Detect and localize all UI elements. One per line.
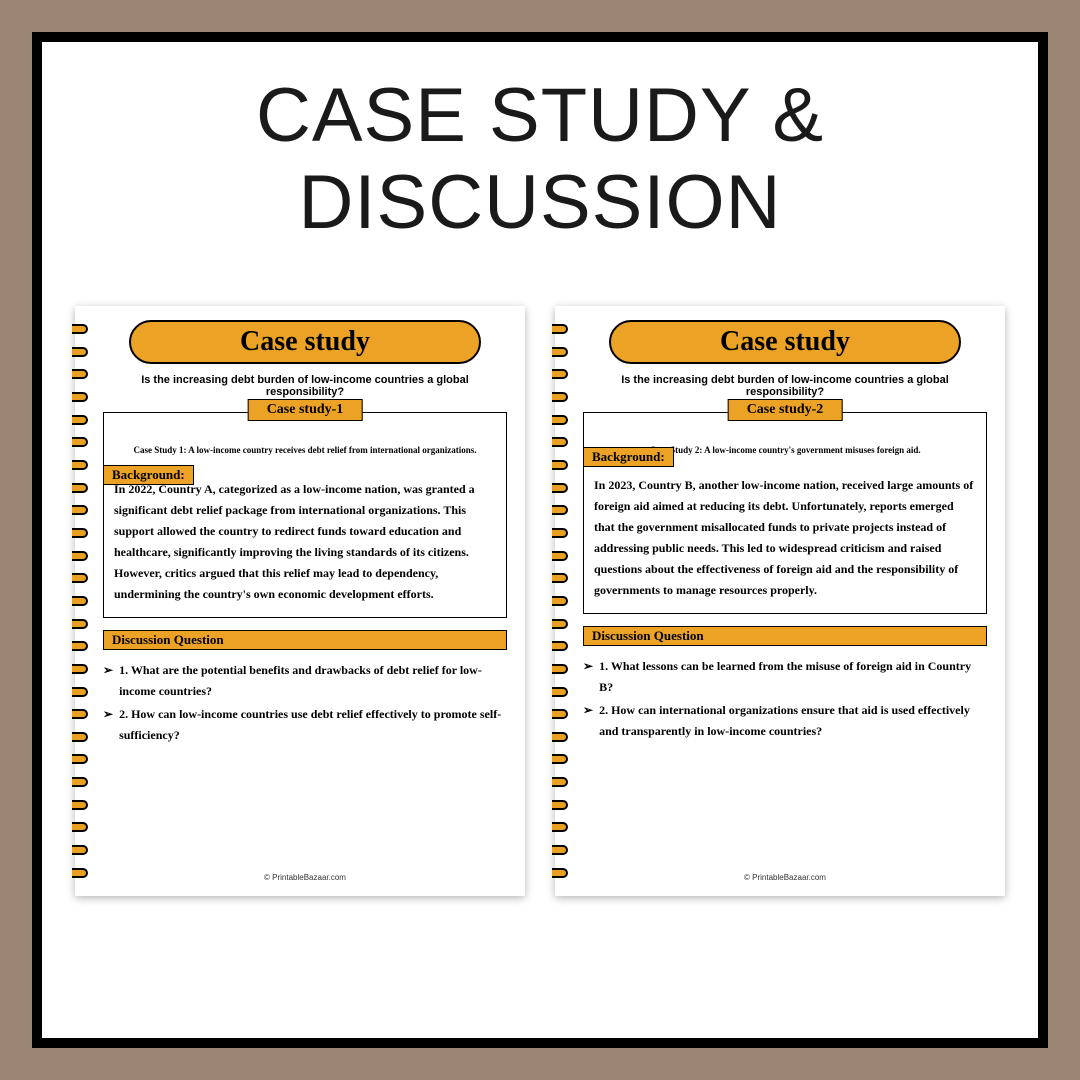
- background-label: Background:: [103, 465, 194, 485]
- banner-title: Case study: [131, 326, 479, 358]
- banner-title: Case study: [611, 326, 959, 358]
- main-title: Case study & Discussion: [72, 72, 1008, 246]
- discussion-question: ➢ 2. How can international organizations…: [583, 700, 987, 742]
- discussion-question: ➢ 1. What lessons can be learned from th…: [583, 656, 987, 698]
- case-number-tab: Case study-2: [728, 399, 843, 421]
- worksheet-page-2: Case study Is the increasing debt burden…: [555, 306, 1005, 896]
- page-subtitle: Is the increasing debt burden of low-inc…: [103, 374, 507, 398]
- bullet-arrow-icon: ➢: [103, 660, 113, 702]
- case-study-box: Case study-1 Case Study 1: A low-income …: [103, 412, 507, 618]
- discussion-question-label: Discussion Question: [583, 626, 987, 646]
- question-text: 2. How can international organizations e…: [599, 700, 987, 742]
- discussion-question-label: Discussion Question: [103, 630, 507, 650]
- question-text: 2. How can low-income countries use debt…: [119, 704, 507, 746]
- case-intro-text: Case Study 1: A low-income country recei…: [114, 445, 496, 455]
- page-footer: © PrintableBazaar.com: [103, 873, 507, 882]
- spiral-binding: [552, 324, 572, 878]
- bullet-arrow-icon: ➢: [103, 704, 113, 746]
- background-text: In 2023, Country B, another low-income n…: [594, 475, 976, 601]
- page-banner: Case study: [609, 320, 961, 364]
- case-number-tab: Case study-1: [248, 399, 363, 421]
- pages-container: Case study Is the increasing debt burden…: [72, 306, 1008, 998]
- document-frame: Case study & Discussion Case study Is th…: [32, 32, 1048, 1048]
- worksheet-page-1: Case study Is the increasing debt burden…: [75, 306, 525, 896]
- page-subtitle: Is the increasing debt burden of low-inc…: [583, 374, 987, 398]
- page-banner: Case study: [129, 320, 481, 364]
- question-text: 1. What lessons can be learned from the …: [599, 656, 987, 698]
- question-text: 1. What are the potential benefits and d…: [119, 660, 507, 702]
- background-label: Background:: [583, 447, 674, 467]
- bullet-arrow-icon: ➢: [583, 656, 593, 698]
- bullet-arrow-icon: ➢: [583, 700, 593, 742]
- background-text: In 2022, Country A, categorized as a low…: [114, 479, 496, 605]
- page-footer: © PrintableBazaar.com: [583, 873, 987, 882]
- spiral-binding: [72, 324, 92, 878]
- discussion-question: ➢ 1. What are the potential benefits and…: [103, 660, 507, 702]
- discussion-question: ➢ 2. How can low-income countries use de…: [103, 704, 507, 746]
- case-study-box: Case study-2 Case Study 2: A low-income …: [583, 412, 987, 614]
